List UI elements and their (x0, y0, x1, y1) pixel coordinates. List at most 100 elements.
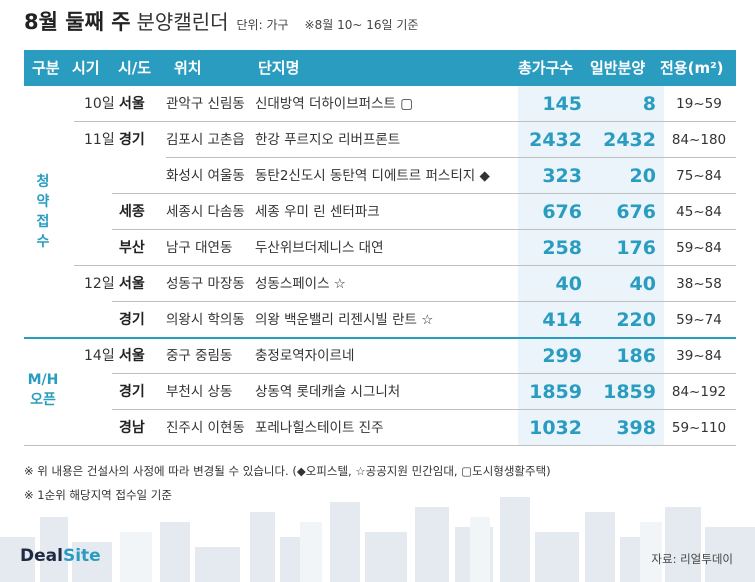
logo-text-accent: Site (62, 546, 101, 566)
col-complex: 단지명 (258, 59, 300, 77)
row-complex: 두산위브더제니스 대연 (255, 240, 384, 256)
row-region: 부산 (119, 240, 145, 256)
row-total: 145 (542, 93, 582, 115)
row-complex: 신대방역 더하이브퍼스트 ▢ (255, 96, 413, 112)
row-location: 김포시 고촌읍 (166, 132, 245, 148)
row-date: 11일 (84, 132, 115, 148)
table-row: 11일 경기 김포시 고촌읍 한강 푸르지오 리버프론트 2432 2432 8… (24, 122, 736, 158)
row-date: 10일 (84, 96, 115, 112)
row-general: 398 (616, 417, 656, 439)
row-complex: 상동역 롯데캐슬 시그니처 (255, 384, 401, 400)
row-region: 서울 (119, 96, 145, 112)
col-location: 위치 (174, 59, 202, 77)
row-area: 59~84 (676, 240, 722, 256)
row-complex: 충정로역자이르네 (255, 348, 355, 364)
row-total: 258 (542, 237, 582, 259)
table-row: 화성시 여울동 동탄2신도시 동탄역 디에트르 퍼스티지 ◆ 323 20 75… (24, 158, 736, 194)
logo-text-main: Deal (20, 546, 63, 566)
row-total: 40 (555, 273, 582, 295)
row-total: 2432 (529, 129, 582, 151)
row-location: 남구 대연동 (166, 240, 233, 256)
row-general: 8 (642, 93, 656, 115)
row-complex: 한강 푸르지오 리버프론트 (255, 132, 401, 148)
table-row: 경남 진주시 이현동 포레나힐스테이트 진주 1032 398 59~110 (24, 410, 736, 446)
row-divider (74, 121, 736, 122)
row-general: 676 (616, 201, 656, 223)
row-area: 19~59 (676, 96, 722, 112)
row-complex: 동탄2신도시 동탄역 디에트르 퍼스티지 ◆ (255, 168, 490, 184)
col-general: 일반분양 (590, 59, 646, 77)
city-skyline-illustration (0, 497, 755, 582)
row-area: 84~180 (671, 132, 727, 148)
row-divider (112, 229, 736, 230)
row-location: 진주시 이현동 (166, 420, 245, 436)
row-total: 1859 (529, 381, 582, 403)
row-area: 45~84 (676, 204, 722, 220)
row-area: 39~84 (676, 348, 722, 364)
row-complex: 포레나힐스테이트 진주 (255, 420, 384, 436)
row-divider (112, 193, 736, 194)
table-header: 구분 시기 시/도 위치 단지명 총가구수 일반분양 전용(m²) (24, 50, 736, 86)
table-row: 경기 의왕시 학의동 의왕 백운밸리 리젠시빌 란트 ☆ 414 220 59~… (24, 302, 736, 338)
row-date: 12일 (84, 276, 115, 292)
row-divider (112, 373, 736, 374)
row-divider (166, 157, 736, 158)
row-general: 40 (629, 273, 656, 295)
col-total: 총가구수 (518, 59, 574, 77)
table-bottom-divider (24, 445, 736, 446)
row-total: 323 (542, 165, 582, 187)
category-model-house-line2: 오픈 (30, 392, 56, 408)
col-area: 전용(m²) (660, 59, 724, 77)
row-location: 화성시 여울동 (166, 168, 245, 184)
table-row: 부산 남구 대연동 두산위브더제니스 대연 258 176 59~84 (24, 230, 736, 266)
col-region: 시/도 (118, 59, 152, 77)
row-complex: 의왕 백운밸리 리젠시빌 란트 ☆ (255, 312, 434, 328)
row-region: 경기 (119, 312, 145, 328)
page-header: 8월 둘째 주 분양캘린더 단위: 가구 ※8월 10~ 16일 기준 (24, 6, 418, 44)
row-general: 186 (616, 345, 656, 367)
row-complex: 성동스페이스 ☆ (255, 276, 346, 292)
row-region: 경남 (119, 420, 145, 436)
col-date: 시기 (72, 59, 100, 77)
row-total: 676 (542, 201, 582, 223)
row-general: 2432 (603, 129, 656, 151)
row-area: 59~74 (676, 312, 722, 328)
footnote-1: ※ 위 내용은 건설사의 사정에 따라 변경될 수 있습니다. (◆오피스텔, … (24, 464, 551, 478)
table-row: 경기 부천시 상동 상동역 롯데캐슬 시그니처 1859 1859 84~192 (24, 374, 736, 410)
footnote-2: ※ 1순위 해당지역 접수일 기준 (24, 488, 172, 502)
footnotes: ※ 위 내용은 건설사의 사정에 따라 변경될 수 있습니다. (◆오피스텔, … (24, 459, 551, 507)
page-subtitle: 분양캘린더 (136, 10, 229, 34)
section-divider (24, 337, 736, 339)
row-location: 세종시 다솜동 (166, 204, 245, 220)
table-row: 10일 서울 관악구 신림동 신대방역 더하이브퍼스트 ▢ 145 8 19~5… (24, 86, 736, 122)
row-area: 75~84 (676, 168, 722, 184)
row-location: 성동구 마장동 (166, 276, 245, 292)
row-general: 176 (616, 237, 656, 259)
row-date: 14일 (84, 348, 115, 364)
row-divider (74, 265, 736, 266)
row-location: 관악구 신림동 (166, 96, 245, 112)
row-area: 84~192 (671, 384, 727, 400)
row-region: 경기 (119, 384, 145, 400)
table-row: 12일 서울 성동구 마장동 성동스페이스 ☆ 40 40 38~58 (24, 266, 736, 302)
row-total: 1032 (529, 417, 582, 439)
data-source: 자료: 리얼투데이 (651, 552, 733, 566)
category-subscription-label: 청약접수 (36, 174, 50, 250)
row-region: 서울 (119, 276, 145, 292)
row-location: 의왕시 학의동 (166, 312, 245, 328)
category-model-house: M/H 오픈 (24, 370, 62, 410)
row-total: 414 (542, 309, 582, 331)
unit-note: 단위: 가구 (236, 18, 289, 32)
row-complex: 세종 우미 린 센터파크 (255, 204, 380, 220)
row-area: 59~110 (671, 420, 727, 436)
row-area: 38~58 (676, 276, 722, 292)
table-row: 세종 세종시 다솜동 세종 우미 린 센터파크 676 676 45~84 (24, 194, 736, 230)
row-location: 중구 중림동 (166, 348, 233, 364)
row-divider (112, 409, 736, 410)
row-region: 서울 (119, 348, 145, 364)
row-region: 세종 (119, 204, 145, 220)
dealsite-logo: DealSite (20, 546, 101, 566)
col-category: 구분 (32, 59, 60, 77)
row-total: 299 (542, 345, 582, 367)
page-title: 8월 둘째 주 (24, 10, 131, 34)
